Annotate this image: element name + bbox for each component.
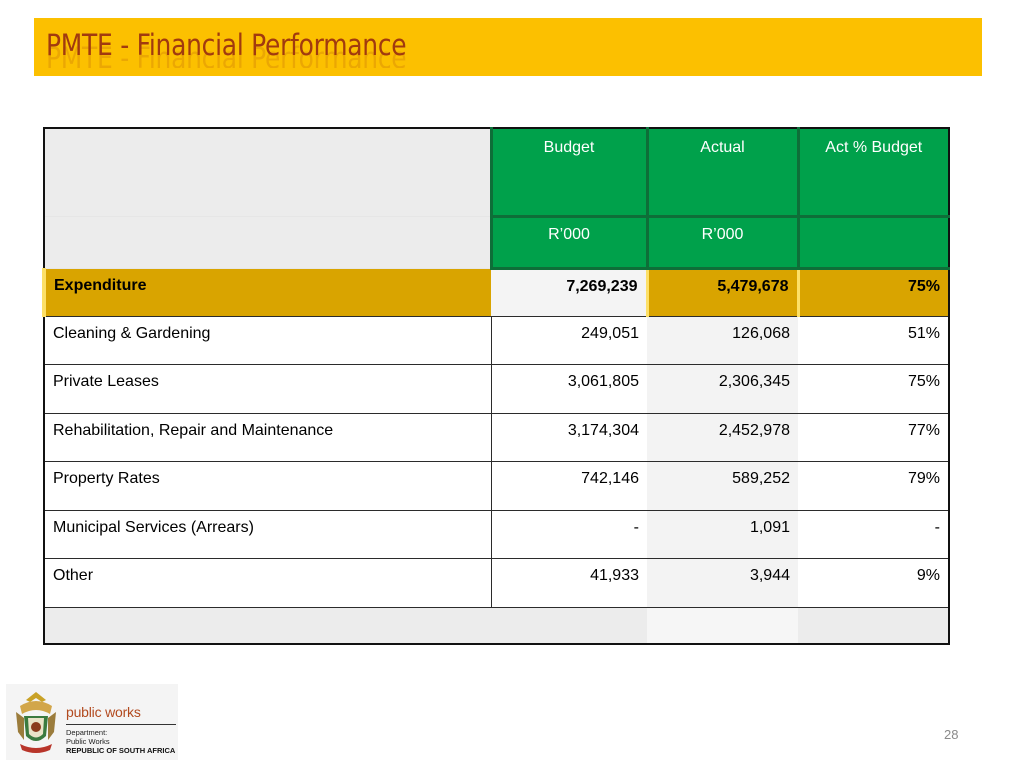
page-number: 28 xyxy=(944,727,959,742)
header-actual: Actual xyxy=(645,127,800,218)
empty-cell xyxy=(647,607,798,645)
logo-divider xyxy=(66,724,176,725)
row-actual: 3,944 xyxy=(647,558,798,608)
empty-row xyxy=(43,607,950,645)
empty-cell xyxy=(798,607,950,645)
row-budget: 3,174,304 xyxy=(490,413,647,462)
slide-title: PMTE - Financial Performance xyxy=(46,28,407,62)
row-pct: 51% xyxy=(798,316,950,365)
department-logo: public works Department: Public Works RE… xyxy=(6,684,178,760)
empty-cell xyxy=(491,607,647,645)
table-row: Cleaning & Gardening 249,051 126,068 51% xyxy=(43,316,950,365)
row-actual: 126,068 xyxy=(647,316,798,365)
logo-line-1: Department: xyxy=(66,728,108,737)
row-label: Cleaning & Gardening xyxy=(43,316,491,365)
table-row: Private Leases 3,061,805 2,306,345 75% xyxy=(43,364,950,414)
row-budget: 3,061,805 xyxy=(490,364,647,414)
logo-brand-text: public works xyxy=(66,704,141,720)
row-label: Private Leases xyxy=(43,364,491,414)
row-pct: - xyxy=(798,510,950,559)
coat-of-arms-icon xyxy=(16,692,56,753)
empty-cell xyxy=(43,607,491,645)
unit-blank-cell xyxy=(43,216,491,269)
row-actual: 2,452,978 xyxy=(647,413,798,462)
row-pct: 77% xyxy=(798,413,950,462)
header-budget: Budget xyxy=(489,127,649,218)
row-label: Rehabilitation, Repair and Maintenance xyxy=(43,413,491,462)
row-actual: 1,091 xyxy=(647,510,798,559)
row-budget: 249,051 xyxy=(490,316,647,365)
unit-actual: R’000 xyxy=(645,214,800,270)
row-budget: - xyxy=(490,510,647,559)
row-actual: 589,252 xyxy=(647,461,798,511)
expenditure-budget: 7,269,239 xyxy=(491,268,647,317)
row-pct: 79% xyxy=(798,461,950,511)
table-row: Rehabilitation, Repair and Maintenance 3… xyxy=(43,413,950,462)
unit-budget: R’000 xyxy=(489,214,649,270)
header-blank-cell xyxy=(43,127,491,217)
unit-row: R’000 R’000 xyxy=(43,214,950,270)
expenditure-actual: 5,479,678 xyxy=(645,268,798,317)
financial-table: Budget Actual Act % Budget R’000 R’000 E… xyxy=(42,127,950,645)
row-pct: 9% xyxy=(798,558,950,608)
table-row: Municipal Services (Arrears) - 1,091 - xyxy=(43,510,950,559)
row-label: Other xyxy=(43,558,491,608)
row-label: Municipal Services (Arrears) xyxy=(43,510,491,559)
expenditure-label: Expenditure xyxy=(42,268,491,317)
expenditure-row: Expenditure 7,269,239 5,479,678 75% xyxy=(42,268,950,317)
header-pct: Act % Budget xyxy=(796,127,950,218)
title-bar: PMTE - Financial Performance xyxy=(34,18,982,76)
table-row: Other 41,933 3,944 9% xyxy=(43,558,950,608)
row-budget: 41,933 xyxy=(490,558,647,608)
row-budget: 742,146 xyxy=(490,461,647,511)
logo-line-2: Public Works xyxy=(66,737,110,746)
header-row: Budget Actual Act % Budget xyxy=(43,127,950,218)
row-pct: 75% xyxy=(798,364,950,414)
unit-pct xyxy=(796,214,950,270)
expenditure-pct: 75% xyxy=(796,268,950,317)
row-actual: 2,306,345 xyxy=(647,364,798,414)
table-row: Property Rates 742,146 589,252 79% xyxy=(43,461,950,511)
row-label: Property Rates xyxy=(43,461,491,511)
logo-line-3: REPUBLIC OF SOUTH AFRICA xyxy=(66,746,176,755)
